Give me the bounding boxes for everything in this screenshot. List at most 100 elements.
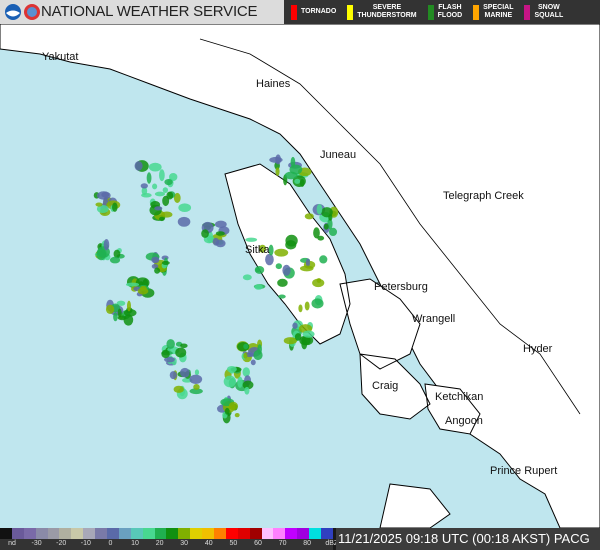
legend-swatch <box>347 4 354 20</box>
colorbar-tick: 70 <box>278 540 287 547</box>
radar-echo <box>275 263 282 270</box>
radar-echo <box>292 322 298 329</box>
colorbar-tick: 80 <box>303 540 312 547</box>
radar-echo <box>242 274 252 281</box>
radar-echo <box>201 229 209 238</box>
radar-echo <box>277 278 288 287</box>
legend-swatch <box>291 4 297 20</box>
radar-echo <box>175 347 187 358</box>
colorbar-segment <box>285 528 298 539</box>
radar-echo <box>162 195 170 207</box>
colorbar-tick: 10 <box>131 540 139 547</box>
legend-label: SEVERE THUNDERSTORM <box>357 4 417 19</box>
radar-echo <box>328 214 333 221</box>
legend-item: TORNADO <box>284 0 340 24</box>
place-label: Sitka <box>245 244 270 256</box>
radar-echo <box>237 376 243 388</box>
colorbar-tick: 0 <box>108 540 113 547</box>
legend-label: FLASH FLOOD <box>437 4 463 19</box>
colorbar-tick: -10 <box>80 540 91 547</box>
radar-echo <box>164 356 175 363</box>
legend-item: SNOW SQUALL <box>517 0 567 24</box>
colorbar-segment <box>190 528 203 539</box>
radar-echo <box>161 349 170 359</box>
radar-echo <box>113 249 121 259</box>
radar-echo <box>173 385 184 393</box>
radar-echo <box>243 343 249 350</box>
colorbar-tick: 50 <box>229 540 238 547</box>
page-title: NATIONAL WEATHER SERVICE <box>41 3 258 20</box>
radar-echo <box>329 227 338 237</box>
colorbar-segment <box>0 528 12 539</box>
colorbar-segment <box>309 528 322 539</box>
colorbar-segment <box>118 528 131 539</box>
warnings-legend: TORNADO SEVERE THUNDERSTORM FLASH FLOOD SPECI… <box>284 0 600 24</box>
radar-echo <box>284 171 298 180</box>
radar-echo <box>162 187 169 194</box>
colorbar-segment <box>261 528 274 539</box>
radar-echo <box>215 220 227 228</box>
radar-echo <box>285 240 297 250</box>
colorbar-tick: nd <box>8 540 16 547</box>
radar-map[interactable]: Yakutat Haines Juneau Telegraph Creek Si… <box>0 24 600 528</box>
radar-echo <box>125 282 140 287</box>
radar-echo <box>317 235 325 241</box>
radar-echo <box>154 267 161 274</box>
radar-echo <box>164 178 173 186</box>
legend-label: TORNADO <box>301 8 337 15</box>
legend-item: FLASH FLOOD <box>421 0 467 24</box>
radar-echo <box>311 298 324 309</box>
radar-echo <box>242 367 250 377</box>
radar-echo <box>169 371 177 380</box>
radar-echo <box>302 330 315 338</box>
radar-echo <box>323 223 329 230</box>
radar-echo <box>212 237 220 246</box>
radar-echo <box>245 237 258 242</box>
radar-echo <box>178 203 192 213</box>
radar-echo <box>140 183 148 189</box>
radar-echo <box>146 172 152 184</box>
legend-label: SPECIAL MARINE <box>483 4 514 19</box>
radar-echo <box>223 375 237 388</box>
colorbar-tick: dBZ <box>325 540 339 547</box>
radar-echo <box>299 335 311 346</box>
radar-echo <box>116 300 126 306</box>
place-label: Angoon <box>445 415 483 427</box>
radar-echo <box>253 350 263 361</box>
radar-echo <box>298 304 303 313</box>
radar-echo <box>151 256 160 264</box>
radar-echo <box>159 169 165 182</box>
radar-echo <box>189 388 203 395</box>
colorbar-segment <box>273 528 286 539</box>
radar-echo <box>294 178 301 184</box>
radar-echo <box>244 386 250 395</box>
archipelago-islands <box>224 163 481 528</box>
radar-echo <box>123 314 134 326</box>
radar-echo <box>141 186 148 196</box>
radar-echoes <box>93 154 339 424</box>
radar-echo <box>154 191 166 197</box>
place-label: Wrangell <box>412 313 455 325</box>
colorbar-segment <box>202 528 215 539</box>
radar-echo <box>299 265 314 272</box>
radar-echo <box>282 264 291 276</box>
radar-echo <box>215 231 225 236</box>
radar-echo <box>316 203 323 215</box>
radar-echo <box>304 301 310 311</box>
place-label: Prince Rupert <box>490 465 557 477</box>
place-label: Yakutat <box>42 51 79 63</box>
colorbar-segment <box>321 528 333 539</box>
radar-echo <box>228 401 238 411</box>
colorbar-segment <box>35 528 48 539</box>
place-label: Telegraph Creek <box>443 190 524 202</box>
colorbar-segment <box>11 528 24 539</box>
radar-echo <box>173 192 181 204</box>
place-label: Craig <box>372 380 398 392</box>
radar-echo <box>290 156 296 168</box>
colorbar-tick: 40 <box>204 540 213 547</box>
radar-echo <box>161 260 170 265</box>
border-lines <box>199 38 581 415</box>
radar-echo <box>275 154 281 165</box>
radar-echo <box>166 339 175 349</box>
colorbar-tick: 20 <box>155 540 164 547</box>
